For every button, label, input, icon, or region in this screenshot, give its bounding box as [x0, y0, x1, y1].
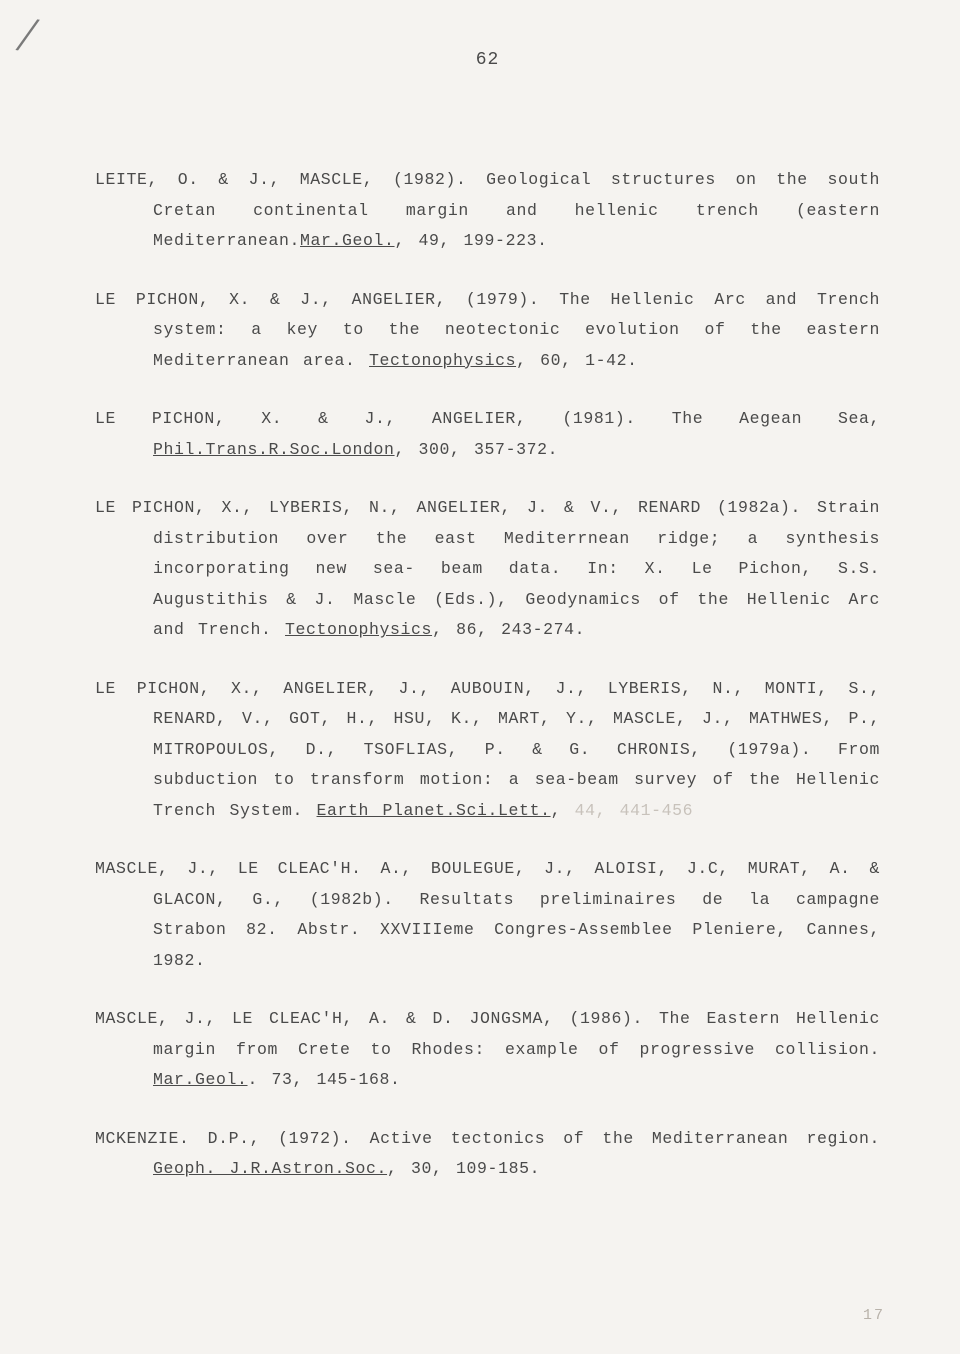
reference-journal: Geoph. J.R.Astron.Soc.: [153, 1159, 387, 1178]
reference-journal: Earth Planet.Sci.Lett.: [317, 801, 551, 820]
reference-text: , 60, 1-42.: [516, 351, 638, 370]
reference-entry: LE PICHON, X., ANGELIER, J., AUBOUIN, J.…: [95, 674, 880, 827]
reference-entry: MASCLE, J., LE CLEAC'H, A. & D. JONGSMA,…: [95, 1004, 880, 1096]
reference-text: , 300, 357-372.: [395, 440, 559, 459]
reference-journal: Mar.Geol.: [300, 231, 395, 250]
reference-text: ,: [551, 801, 575, 820]
reference-text: , 30, 109-185.: [387, 1159, 540, 1178]
reference-journal: Mar.Geol.: [153, 1070, 248, 1089]
reference-text: 44, 441-456: [575, 801, 694, 820]
reference-journal: Tectonophysics: [285, 620, 432, 639]
reference-text: , 86, 243-274.: [432, 620, 585, 639]
bottom-page-number: 17: [863, 1307, 885, 1324]
reference-text: MASCLE, J., LE CLEAC'H, A. & D. JONGSMA,…: [95, 1009, 880, 1059]
reference-entry: LE PICHON, X. & J., ANGELIER, (1981). Th…: [95, 404, 880, 465]
reference-journal: Tectonophysics: [369, 351, 516, 370]
reference-journal: Phil.Trans.R.Soc.London: [153, 440, 395, 459]
reference-entry: LEITE, O. & J., MASCLE, (1982). Geologic…: [95, 165, 880, 257]
reference-entry: LE PICHON, X. & J., ANGELIER, (1979). Th…: [95, 285, 880, 377]
reference-text: LE PICHON, X. & J., ANGELIER, (1981). Th…: [95, 409, 880, 428]
reference-entry: LE PICHON, X., LYBERIS, N., ANGELIER, J.…: [95, 493, 880, 646]
page-content: 62 LEITE, O. & J., MASCLE, (1982). Geolo…: [0, 0, 960, 1253]
reference-entry: MCKENZIE. D.P., (1972). Active tectonics…: [95, 1124, 880, 1185]
reference-text: MCKENZIE. D.P., (1972). Active tectonics…: [95, 1129, 880, 1148]
reference-text: MASCLE, J., LE CLEAC'H. A., BOULEGUE, J.…: [95, 859, 880, 970]
references-list: LEITE, O. & J., MASCLE, (1982). Geologic…: [95, 165, 880, 1185]
reference-entry: MASCLE, J., LE CLEAC'H. A., BOULEGUE, J.…: [95, 854, 880, 976]
reference-text: LE PICHON, X., LYBERIS, N., ANGELIER, J.…: [95, 498, 880, 639]
reference-text: , 49, 199-223.: [395, 231, 548, 250]
page-number: 62: [95, 50, 880, 70]
reference-text: LE PICHON, X., ANGELIER, J., AUBOUIN, J.…: [95, 679, 880, 820]
reference-text: . 73, 145-168.: [248, 1070, 401, 1089]
